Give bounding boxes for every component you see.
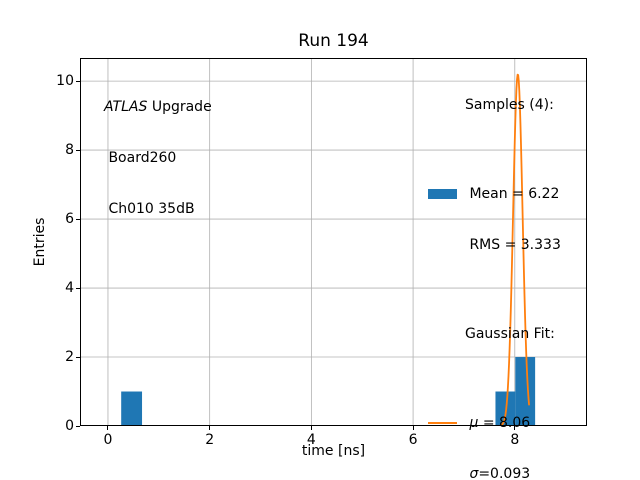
histogram-swatch: [428, 189, 457, 199]
y-tick-mark: [76, 425, 80, 427]
legend: Samples (4): Mean = 6.22 RMS = 3.333 Gau…: [424, 63, 561, 480]
x-tick-mark: [310, 426, 312, 430]
y-tick-mark: [76, 80, 80, 82]
legend-fit-text: μ = 8.06 σ=0.093: [469, 415, 531, 480]
y-tick-label: 0: [65, 418, 74, 434]
y-tick-label: 10: [56, 73, 74, 90]
legend-samples-text: Mean = 6.22 RMS = 3.333: [465, 186, 561, 253]
y-tick-label: 4: [65, 280, 74, 297]
annotation-line-3: Ch010 35dB: [104, 201, 195, 217]
y-tick-label: 8: [65, 142, 74, 159]
annotation-line-2: Board260: [104, 150, 177, 166]
chart-title: Run 194: [298, 31, 369, 51]
x-tick-mark: [412, 426, 414, 430]
annotation-line-1: ATLAS Upgrade: [104, 99, 212, 115]
x-tick-label: 4: [306, 432, 316, 448]
y-tick-mark: [76, 218, 80, 220]
axes-spines: [80, 58, 587, 426]
legend-fit-handle-cell: [424, 381, 465, 480]
legend-empty-handle: [424, 97, 465, 114]
x-tick-label: 0: [103, 432, 113, 448]
x-tick-mark: [514, 426, 516, 430]
y-tick-label: 2: [65, 349, 74, 366]
plot-area: [80, 58, 587, 426]
legend-samples-entry: Mean = 6.22 RMS = 3.333: [424, 152, 561, 288]
legend-samples-handle-cell: [424, 152, 465, 288]
x-tick-label: 2: [205, 432, 215, 448]
legend-samples-header: Samples (4):: [465, 97, 554, 113]
x-tick-label: 6: [408, 432, 418, 448]
y-tick-mark: [76, 356, 80, 358]
histogram-bar: [515, 357, 536, 426]
legend-fit-header: Gaussian Fit:: [465, 326, 555, 342]
y-tick-mark: [76, 149, 80, 151]
x-tick-label: 8: [510, 432, 520, 448]
x-tick-mark: [209, 426, 211, 430]
y-tick-label: 6: [65, 211, 74, 228]
histogram-bar: [121, 391, 143, 426]
fit-line-swatch: [428, 422, 457, 424]
legend-empty-handle: [424, 326, 465, 343]
legend-fit-entry: μ = 8.06 σ=0.093: [424, 381, 561, 480]
x-tick-mark: [107, 426, 109, 430]
plot-annotation: ATLAS Upgrade Board260 Ch010 35dB: [104, 65, 212, 252]
y-tick-mark: [76, 287, 80, 289]
legend-fit-header-row: Gaussian Fit:: [424, 326, 561, 343]
x-axis-label: time [ns]: [301, 443, 366, 459]
legend-samples-header-row: Samples (4):: [424, 97, 561, 114]
